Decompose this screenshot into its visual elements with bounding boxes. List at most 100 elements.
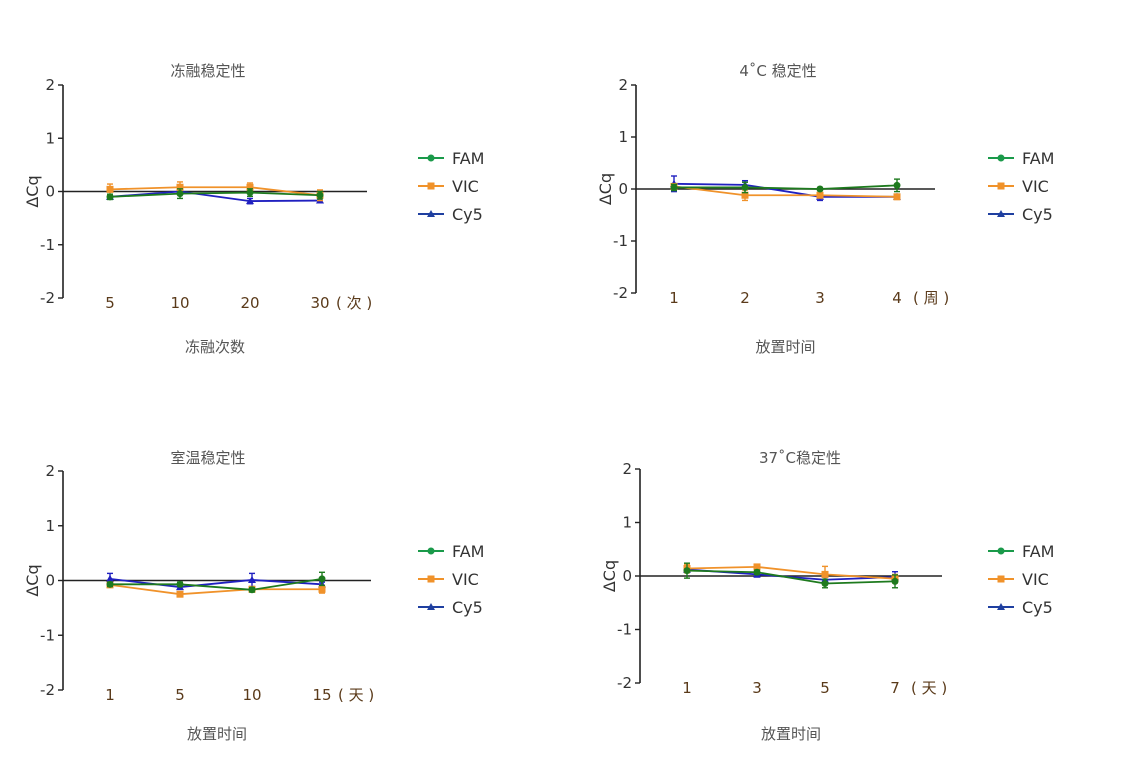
legend-marker-Cy5 bbox=[427, 210, 435, 217]
x-tick-label: 15 bbox=[312, 686, 331, 704]
x-tick-label: 3 bbox=[752, 679, 762, 697]
y-tick-label: 0 bbox=[45, 183, 55, 201]
series-line-FAM bbox=[686, 569, 896, 585]
data-point-FAM bbox=[670, 183, 678, 191]
x-tick-label: 1 bbox=[682, 679, 692, 697]
x-axis-label: 放置时间 bbox=[755, 338, 815, 356]
x-tick-label: 30 bbox=[310, 294, 329, 312]
data-point-VIC bbox=[753, 563, 761, 571]
y-axis-label: ΔCq bbox=[23, 175, 42, 207]
legend: FAM VIC Cy5 bbox=[988, 542, 1054, 617]
legend-label-VIC: VIC bbox=[452, 177, 479, 196]
series-FAM bbox=[106, 188, 324, 201]
series-line-VIC bbox=[686, 566, 896, 580]
y-tick-label: 2 bbox=[45, 462, 55, 480]
y-tick-label: 1 bbox=[45, 517, 55, 535]
y-tick-label: 1 bbox=[45, 129, 55, 147]
chart-4: 37˚C稳定性 2 1 0 -1 -2 ΔCq 1 3 5 7 ( 天 ) 放置时间 FAM VIC Cy5 bbox=[600, 449, 1054, 743]
x-axis-label: 冻融次数 bbox=[185, 338, 245, 356]
series-line-VIC bbox=[109, 186, 321, 197]
legend: FAM VIC Cy5 bbox=[418, 542, 484, 617]
x-tick-label: 3 bbox=[815, 289, 825, 307]
legend-marker-FAM bbox=[997, 154, 1005, 162]
x-tick-label: 4 bbox=[892, 289, 902, 307]
data-point-VIC bbox=[821, 570, 829, 578]
data-point-VIC bbox=[106, 185, 114, 193]
legend-label-Cy5: Cy5 bbox=[1022, 598, 1053, 617]
data-point-FAM bbox=[753, 568, 761, 576]
data-point-VIC bbox=[816, 191, 824, 199]
data-point-FAM bbox=[741, 183, 749, 191]
y-tick-label: -2 bbox=[40, 681, 55, 699]
x-tick-label: 7 bbox=[890, 679, 900, 697]
x-tick-label: 1 bbox=[105, 686, 115, 704]
y-tick-label: 0 bbox=[622, 567, 632, 585]
legend-label-FAM: FAM bbox=[1022, 542, 1054, 561]
legend-marker-Cy5 bbox=[997, 603, 1005, 610]
data-point-FAM bbox=[683, 567, 691, 575]
legend-label-FAM: FAM bbox=[452, 149, 484, 168]
y-tick-label: 2 bbox=[622, 460, 632, 478]
x-tick-label: 5 bbox=[820, 679, 830, 697]
series-line-VIC bbox=[109, 583, 322, 596]
legend-marker-FAM bbox=[997, 547, 1005, 555]
x-unit-label: ( 天 ) bbox=[911, 679, 947, 697]
x-unit-label: ( 次 ) bbox=[336, 294, 372, 312]
x-tick-label: 5 bbox=[105, 294, 115, 312]
series-line-Cy5 bbox=[109, 190, 321, 202]
x-tick-label: 5 bbox=[175, 686, 185, 704]
data-point-Cy5 bbox=[106, 574, 114, 582]
chart-2: 4˚C 稳定性 2 1 0 -1 -2 ΔCq 1 2 3 4 ( 周 ) 放置时间 FAM VIC Cy5 bbox=[596, 62, 1054, 356]
legend-marker-Cy5 bbox=[997, 210, 1005, 217]
data-point-Cy5 bbox=[246, 197, 254, 205]
legend-marker-VIC bbox=[997, 575, 1005, 583]
data-point-FAM bbox=[318, 575, 326, 583]
y-tick-label: -1 bbox=[40, 626, 55, 644]
legend-label-FAM: FAM bbox=[452, 542, 484, 561]
data-point-VIC bbox=[893, 193, 901, 201]
series-line-FAM bbox=[674, 184, 898, 190]
data-point-FAM bbox=[106, 193, 114, 201]
y-axis-label: ΔCq bbox=[600, 560, 619, 592]
x-axis-label: 放置时间 bbox=[761, 725, 821, 743]
series-VIC bbox=[683, 563, 899, 584]
data-point-FAM bbox=[248, 586, 256, 594]
legend-label-VIC: VIC bbox=[1022, 177, 1049, 196]
y-tick-label: -1 bbox=[617, 621, 632, 639]
series-line-VIC bbox=[673, 185, 898, 198]
x-tick-label: 20 bbox=[240, 294, 259, 312]
y-tick-label: -1 bbox=[40, 236, 55, 254]
data-point-FAM bbox=[816, 185, 824, 193]
series-FAM bbox=[670, 178, 901, 194]
y-axis-label: ΔCq bbox=[596, 173, 615, 205]
data-point-FAM bbox=[893, 181, 901, 189]
legend-marker-VIC bbox=[427, 575, 435, 583]
y-tick-label: -2 bbox=[617, 674, 632, 692]
legend-marker-FAM bbox=[427, 154, 435, 162]
data-point-Cy5 bbox=[248, 575, 256, 583]
series-line-FAM bbox=[110, 577, 323, 591]
series-line-Cy5 bbox=[109, 577, 323, 588]
y-tick-label: 1 bbox=[618, 128, 628, 146]
data-point-FAM bbox=[176, 580, 184, 588]
data-point-FAM bbox=[821, 579, 829, 587]
legend: FAM VIC Cy5 bbox=[418, 149, 484, 224]
legend-label-Cy5: Cy5 bbox=[452, 598, 483, 617]
legend-marker-VIC bbox=[997, 182, 1005, 190]
x-tick-label: 1 bbox=[669, 289, 679, 307]
legend-label-FAM: FAM bbox=[1022, 149, 1054, 168]
data-point-VIC bbox=[246, 183, 254, 191]
y-tick-label: -1 bbox=[613, 232, 628, 250]
y-tick-label: 1 bbox=[622, 514, 632, 532]
data-point-VIC bbox=[741, 191, 749, 199]
legend-marker-FAM bbox=[427, 547, 435, 555]
x-unit-label: ( 天 ) bbox=[338, 686, 374, 704]
y-tick-label: 0 bbox=[618, 180, 628, 198]
y-axis-label: ΔCq bbox=[23, 564, 42, 596]
series-line-FAM bbox=[109, 191, 321, 198]
x-axis-label: 放置时间 bbox=[187, 725, 247, 743]
